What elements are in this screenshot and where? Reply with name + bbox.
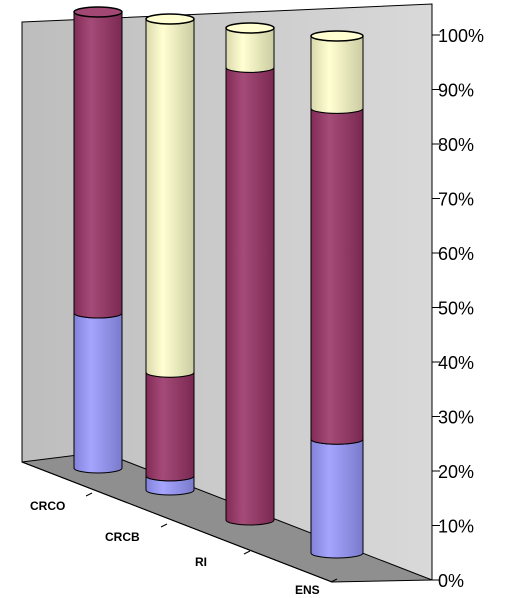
x-tick <box>243 550 251 555</box>
bar-crco-segment-1 <box>73 11 123 319</box>
bar-ens-top-cap <box>310 30 364 42</box>
y-tick-label: 70% <box>438 190 474 210</box>
x-tick <box>85 492 93 497</box>
y-tick-label: 100% <box>438 26 484 46</box>
x-tick-label: RI <box>195 555 207 569</box>
bar-crco-segment-0 <box>73 312 123 474</box>
bar-ens-segment-0 <box>310 439 364 559</box>
x-tick <box>330 578 338 583</box>
bar-crcb-segment-1 <box>145 372 195 482</box>
bar-crco-top-cap <box>73 6 123 18</box>
bar-ens-segment-1 <box>310 108 364 445</box>
x-tick-label: CRCB <box>105 530 140 544</box>
y-tick-label: 30% <box>438 408 474 428</box>
y-tick-label: 40% <box>438 353 474 373</box>
x-tick-label: CRCO <box>30 499 65 513</box>
y-tick-label: 20% <box>438 462 474 482</box>
y-tick-label: 10% <box>438 517 474 537</box>
bar-ri-segment-2 <box>225 27 275 73</box>
bar-crcb-segment-2 <box>145 18 195 378</box>
y-tick-label: 60% <box>438 244 474 264</box>
bar-ri-top-cap <box>225 22 275 34</box>
y-tick-label: 90% <box>438 81 474 101</box>
bar-ri-segment-1 <box>225 67 275 526</box>
x-tick-label: ENS <box>295 583 320 597</box>
y-tick-label: 80% <box>438 135 474 155</box>
bar-crcb-top-cap <box>145 13 195 25</box>
bar-ens-segment-2 <box>310 35 364 114</box>
x-axis-line <box>21 461 333 583</box>
y-tick-label: 50% <box>438 299 474 319</box>
y-tick-label: 0% <box>438 571 464 591</box>
x-tick <box>160 523 168 528</box>
